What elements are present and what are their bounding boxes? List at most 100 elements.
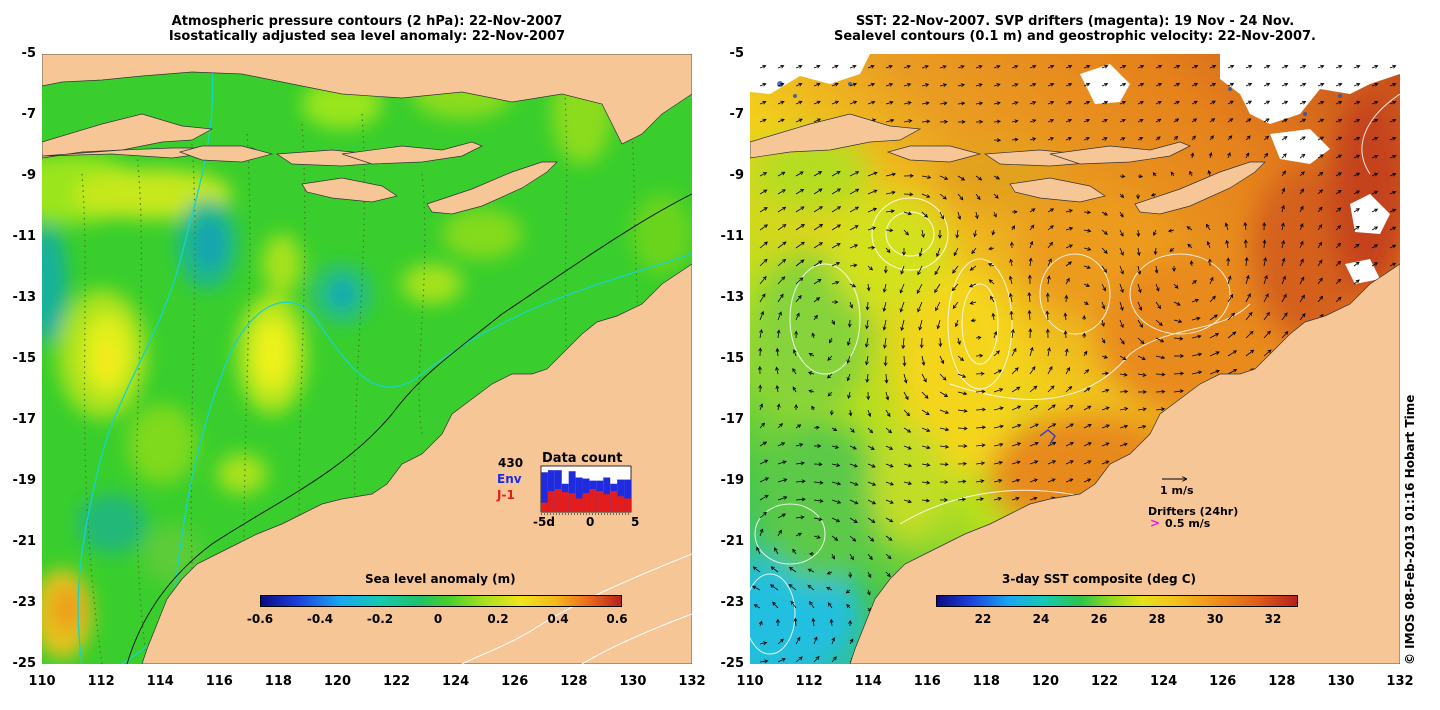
velocity-arrow-head — [1392, 190, 1397, 195]
velocity-arrow-head — [827, 392, 832, 397]
velocity-arrow — [1064, 313, 1067, 321]
velocity-arrow-head — [1032, 137, 1037, 142]
velocity-arrow — [1173, 390, 1184, 393]
sst-map[interactable]: 1 m/s Drifters (24hr) > 0.5 m/s 3-day SS… — [750, 54, 1400, 664]
velocity-arrow-head — [1016, 386, 1021, 391]
velocity-arrow — [917, 301, 923, 312]
velocity-arrow — [1029, 101, 1036, 105]
velocity-arrow-head — [977, 335, 982, 340]
velocity-arrow — [993, 443, 1003, 447]
velocity-arrow — [1281, 294, 1287, 303]
velocity-arrow — [1101, 301, 1105, 309]
velocity-arrow — [921, 463, 930, 466]
velocity-arrow-head — [1122, 64, 1127, 69]
velocity-arrow — [777, 118, 785, 123]
velocity-arrow — [794, 618, 797, 627]
velocity-arrow-head — [960, 65, 965, 69]
velocity-arrow — [1389, 262, 1396, 267]
velocity-arrow-head — [925, 101, 930, 106]
velocity-arrow-head — [1392, 154, 1397, 159]
velocity-arrow — [865, 337, 869, 347]
velocity-arrow — [1353, 279, 1360, 285]
velocity-arrow-head — [974, 215, 979, 220]
velocity-arrow — [754, 604, 761, 609]
left-lat-label: -23 — [12, 595, 37, 610]
velocity-arrow — [1263, 65, 1270, 69]
velocity-arrow — [1065, 261, 1072, 267]
velocity-arrow — [1317, 296, 1323, 303]
velocity-arrow — [813, 517, 822, 521]
velocity-arrow — [867, 499, 876, 505]
velocity-arrow — [795, 462, 805, 465]
velocity-arrow-head — [1319, 154, 1324, 158]
velocity-arrow — [867, 65, 875, 69]
velocity-arrow-head — [1337, 172, 1342, 176]
velocity-arrow — [1155, 319, 1163, 326]
velocity-arrow — [849, 83, 857, 87]
velocity-arrow — [1155, 408, 1165, 411]
velocity-arrow-head — [1300, 188, 1305, 193]
velocity-arrow — [1186, 226, 1193, 231]
velocity-arrow — [795, 101, 803, 105]
velocity-arrow — [795, 241, 805, 249]
velocity-arrow — [939, 427, 949, 431]
velocity-arrow-head — [809, 600, 813, 606]
sea-level-anomaly-map[interactable]: 430 Env J-1 Data count -5d 0 5 Sea level… — [42, 54, 692, 664]
velocity-arrow — [1389, 101, 1396, 105]
velocity-arrow-head — [1017, 442, 1022, 446]
velocity-arrow — [1317, 154, 1324, 159]
env-count-bar — [541, 472, 548, 512]
velocity-arrow — [1029, 65, 1036, 69]
right-lon-label: 130 — [1327, 674, 1355, 689]
velocity-arrow — [1389, 226, 1396, 231]
velocity-arrow-head — [1320, 118, 1325, 123]
velocity-arrow — [939, 84, 947, 87]
velocity-arrow-head — [1244, 256, 1249, 262]
velocity-arrow-head — [818, 188, 823, 193]
velocity-arrow-head — [1105, 442, 1110, 447]
velocity-arrow — [1335, 65, 1342, 69]
velocity-arrow-head — [1101, 305, 1106, 310]
velocity-arrow-head — [853, 463, 859, 468]
velocity-arrow-head — [764, 659, 769, 664]
velocity-arrow — [831, 553, 835, 560]
velocity-arrow-head — [1050, 385, 1055, 390]
velocity-arrow-head — [1392, 262, 1397, 267]
velocity-arrow-head — [865, 325, 870, 330]
velocity-arrow — [1263, 312, 1270, 321]
velocity-arrow — [795, 443, 803, 447]
velocity-arrow-head — [1015, 496, 1020, 501]
right-lat-label: -5 — [729, 46, 744, 61]
velocity-arrow — [1101, 319, 1105, 327]
velocity-arrow-head — [801, 497, 806, 502]
velocity-arrow — [921, 499, 930, 502]
velocity-arrow-head — [759, 403, 763, 408]
velocity-arrow — [1047, 442, 1056, 447]
velocity-arrow-head — [900, 270, 905, 275]
velocity-arrow-head — [818, 171, 823, 175]
velocity-arrow — [1353, 83, 1360, 87]
j1-count-bar — [603, 494, 611, 512]
velocity-arrow — [759, 293, 766, 303]
velocity-arrow — [849, 409, 852, 416]
velocity-arrow-head — [1086, 210, 1092, 215]
velocity-arrow — [777, 658, 786, 663]
velocity-arrow-head — [1120, 194, 1125, 198]
velocity-arrow-head — [1211, 295, 1216, 300]
velocity-arrow — [903, 229, 909, 236]
velocity-arrow — [1083, 211, 1091, 213]
velocity-arrow — [1317, 242, 1323, 249]
velocity-arrow-head — [1169, 248, 1174, 252]
velocity-arrow-head — [1139, 323, 1143, 328]
velocity-arrow — [921, 193, 930, 198]
velocity-arrow-head — [819, 498, 824, 503]
velocity-arrow — [975, 462, 985, 465]
velocity-arrow — [939, 463, 949, 465]
velocity-arrow — [957, 409, 968, 412]
velocity-arrow-head — [763, 172, 768, 176]
velocity-arrow — [759, 241, 768, 249]
right-lat-label: -17 — [720, 412, 745, 427]
velocity-arrow — [1137, 301, 1142, 311]
velocity-arrow-head — [1009, 292, 1013, 298]
velocity-arrow — [808, 568, 815, 573]
